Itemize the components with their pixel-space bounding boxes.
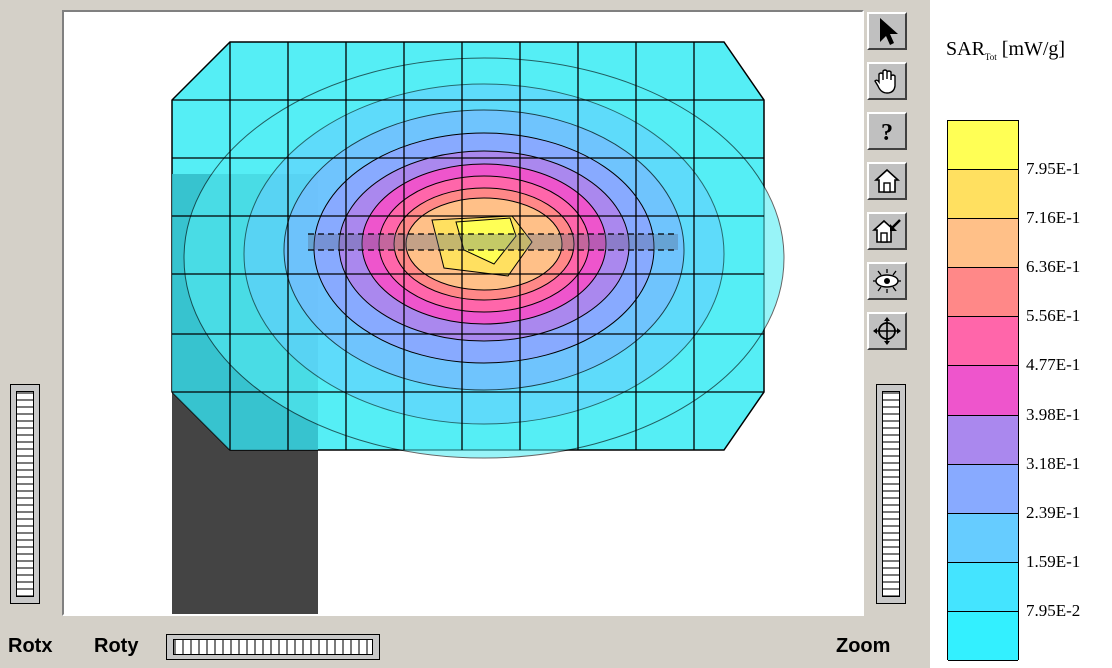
legend-tick-label: 3.18E-1	[1026, 453, 1081, 473]
home-zoom-button[interactable]	[867, 212, 907, 250]
legend-tick-label: 2.39E-1	[1026, 502, 1081, 522]
legend-swatch	[948, 562, 1018, 612]
pan-tool-button[interactable]	[867, 62, 907, 100]
eye-view-icon	[873, 269, 901, 293]
help-tool-button[interactable]: ?	[867, 112, 907, 150]
cut-plane-band	[308, 234, 678, 250]
zoom-slider-track[interactable]	[882, 391, 900, 597]
legend-tick-label: 1.59E-1	[1026, 551, 1081, 571]
legend-swatch	[948, 121, 1018, 171]
home-icon	[873, 168, 901, 193]
legend-title-sub: Tot	[984, 52, 997, 62]
roty-label: Roty	[94, 635, 139, 657]
viewer-panel: Rotx Roty Zoom ?	[0, 0, 930, 668]
svg-text:?: ?	[881, 120, 893, 145]
legend-title-main: SAR	[946, 38, 985, 60]
legend-swatch	[948, 415, 1018, 465]
rotx-label: Rotx	[8, 635, 53, 657]
legend-swatch	[948, 219, 1018, 269]
legend-swatch	[948, 513, 1018, 563]
legend-title-unit: [mW/g]	[996, 38, 1066, 60]
legend-swatch	[948, 611, 1018, 661]
legend-tick-label: 7.95E-1	[1026, 159, 1081, 179]
sar-scene[interactable]	[64, 12, 862, 614]
select-tool-button[interactable]	[867, 12, 907, 50]
legend-swatch	[948, 268, 1018, 318]
rotx-slider[interactable]	[10, 384, 40, 604]
3d-viewport[interactable]	[62, 10, 864, 616]
sar-legend: SARTot [mW/g] 7.95E-1 7.16E-1 6.36E-1 5.56E…	[930, 0, 1112, 668]
home-zoom-icon	[872, 219, 901, 243]
legend-title: SARTot [mW/g]	[946, 38, 1065, 62]
legend-swatch	[948, 317, 1018, 367]
legend-swatch	[948, 464, 1018, 514]
crosshair-icon	[873, 317, 901, 345]
mesh-grid	[172, 42, 764, 450]
legend-tick-label: 7.16E-1	[1026, 208, 1081, 228]
help-icon: ?	[881, 120, 893, 145]
rotx-slider-track[interactable]	[16, 391, 34, 597]
legend-tick-label: 3.98E-1	[1026, 404, 1081, 424]
roty-slider-track[interactable]	[173, 639, 373, 655]
center-view-button[interactable]	[867, 312, 907, 350]
legend-swatch	[948, 366, 1018, 416]
legend-swatch	[948, 170, 1018, 220]
legend-tick-label: 7.95E-2	[1026, 600, 1081, 620]
legend-tick-label: 5.56E-1	[1026, 306, 1081, 326]
legend-color-bar	[947, 120, 1019, 661]
roty-slider[interactable]	[166, 634, 380, 660]
legend-tick-label: 4.77E-1	[1026, 355, 1081, 375]
zoom-slider[interactable]	[876, 384, 906, 604]
zoom-label: Zoom	[836, 635, 891, 657]
arrow-pointer-icon	[880, 18, 898, 45]
legend-tick-label: 6.36E-1	[1026, 257, 1081, 277]
eye-view-button[interactable]	[867, 262, 907, 300]
home-view-button[interactable]	[867, 162, 907, 200]
hand-icon	[874, 69, 896, 94]
